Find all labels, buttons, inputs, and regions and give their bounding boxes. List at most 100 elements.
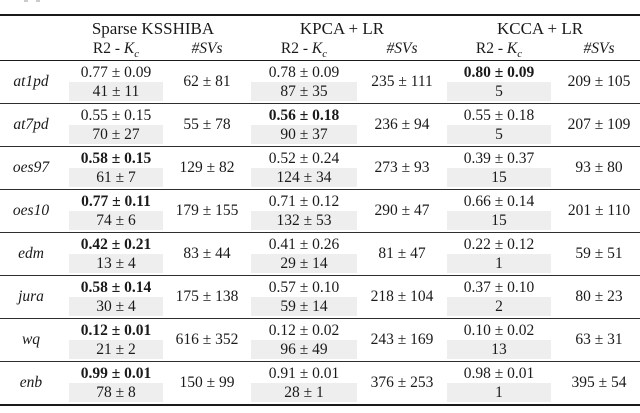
r2-value: 0.42 ± 0.21 [80,236,152,253]
kc-symbol: K [506,39,518,57]
kc-value: 2 [447,297,552,316]
sparse-svs-value: 175 ± 138 [175,288,239,305]
r2-value: 0.99 ± 0.01 [80,364,152,382]
col-header-kpca-r2-kc: R2 - Kc [244,39,364,61]
r2-value: 0.37 ± 0.10 [463,279,535,296]
r2-value: 0.12 ± 0.01 [80,322,152,339]
kpca-svs-value: 81 ± 47 [378,245,426,262]
sparse-r2-kc-cell: 0.42 ± 0.21 13 ± 4 [62,233,170,276]
kcca-svs-value: 395 ± 54 [571,373,627,391]
kc-symbol: K [311,39,323,57]
col-header-kcca-svs: #SVs [558,39,640,61]
r2-value: 0.71 ± 0.12 [268,193,340,210]
sparse-svs-value: 83 ± 44 [183,245,231,262]
kc-value: 29 ± 14 [251,254,357,273]
r2-label: R2 - [92,39,124,57]
kcca-r2-kc-cell: 0.98 ± 0.01 1 [440,362,558,405]
r2-label: R2 - [280,39,312,57]
r2-value: 0.57 ± 0.10 [268,279,340,296]
sparse-svs-value: 62 ± 81 [183,73,231,90]
r2-value: 0.12 ± 0.02 [268,322,340,339]
page-crop-artifact [36,0,40,2]
col-header-sparse-r2-kc: R2 - Kc [62,39,170,61]
kpca-r2-kc-cell: 0.41 ± 0.26 29 ± 14 [244,233,364,276]
kcca-svs-value: 80 ± 23 [575,288,623,305]
kc-symbol: K [123,39,135,57]
dataset-label: wq [21,331,41,348]
r2-label: R2 - [475,39,507,57]
kc-value: 41 ± 11 [69,82,163,101]
dataset-label: at1pd [13,73,49,90]
kpca-r2-kc-cell: 0.91 ± 0.01 28 ± 1 [244,362,364,405]
column-header-row: R2 - Kc #SVs R2 - Kc #SVs R2 - Kc #SVs [0,39,640,61]
sparse-r2-kc-cell: 0.77 ± 0.09 41 ± 11 [62,61,170,104]
kcca-svs-value: 63 ± 31 [575,331,623,348]
group-header-row: Sparse KSSHIBA KPCA + LR KCCA + LR [0,15,640,39]
kpca-r2-kc-cell: 0.71 ± 0.12 132 ± 53 [244,190,364,233]
r2-value: 0.98 ± 0.01 [463,364,535,382]
r2-value: 0.80 ± 0.09 [463,64,535,81]
kc-value: 70 ± 27 [69,125,163,144]
table-row-edm: edm 0.42 ± 0.21 13 ± 4 83 ± 44 0.41 ± 0.… [0,232,640,276]
r2-value: 0.77 ± 0.11 [81,193,151,210]
dataset-label: edm [18,245,44,262]
col-header-sparse-svs: #SVs [170,39,244,61]
corner-empty-cell [0,39,62,61]
kcca-r2-kc-cell: 0.37 ± 0.10 2 [440,276,558,319]
kc-value: 87 ± 35 [251,82,357,101]
kpca-svs-value: 273 ± 93 [374,159,430,176]
dataset-label: oes97 [12,159,50,176]
r2-value: 0.66 ± 0.14 [463,193,535,210]
kc-value: 96 ± 49 [251,340,357,359]
kpca-r2-kc-cell: 0.12 ± 0.02 96 ± 49 [244,319,364,362]
kc-value: 5 [447,125,552,144]
table-row-oes10: oes10 0.77 ± 0.11 74 ± 6 179 ± 155 0.71 … [0,189,640,233]
r2-value: 0.91 ± 0.01 [268,364,340,382]
kc-value: 78 ± 8 [69,382,163,402]
r2-value: 0.39 ± 0.37 [463,150,535,167]
sparse-svs-value: 616 ± 352 [175,331,239,348]
kc-value: 61 ± 7 [69,168,163,187]
col-header-kcca-r2-kc: R2 - Kc [440,39,559,61]
kpca-r2-kc-cell: 0.52 ± 0.24 124 ± 34 [244,147,364,190]
sparse-svs-value: 129 ± 82 [179,159,235,176]
table-row-enb: enb 0.99 ± 0.01 78 ± 8 150 ± 99 0.91 ± 0… [0,361,640,405]
r2-value: 0.52 ± 0.24 [268,150,340,167]
kc-value: 15 [447,211,552,230]
r2-value: 0.56 ± 0.18 [268,107,340,124]
kc-value: 13 ± 4 [69,254,163,273]
kcca-svs-value: 59 ± 51 [575,245,623,262]
kc-subscript: c [134,47,140,60]
sparse-r2-kc-cell: 0.12 ± 0.01 21 ± 2 [62,319,170,362]
table-row-jura: jura 0.58 ± 0.14 30 ± 4 175 ± 138 0.57 ±… [0,275,640,319]
kc-value: 21 ± 2 [69,340,163,359]
kc-value: 28 ± 1 [251,382,357,402]
kc-value: 1 [447,382,552,402]
kpca-svs-value: 290 ± 47 [374,202,430,219]
sparse-r2-kc-cell: 0.77 ± 0.11 74 ± 6 [62,190,170,233]
kcca-r2-kc-cell: 0.22 ± 0.12 1 [440,233,558,276]
kcca-svs-value: 207 ± 109 [567,116,631,133]
kc-value: 124 ± 34 [251,168,357,187]
kpca-svs-value: 236 ± 94 [374,116,430,133]
kpca-r2-kc-cell: 0.57 ± 0.10 59 ± 14 [244,276,364,319]
table-row-at1pd: at1pd 0.77 ± 0.09 41 ± 11 62 ± 81 0.78 ±… [0,61,640,104]
r2-value: 0.10 ± 0.02 [463,322,535,339]
sparse-r2-kc-cell: 0.55 ± 0.15 70 ± 27 [62,104,170,147]
r2-value: 0.55 ± 0.18 [463,107,535,124]
kcca-svs-value: 93 ± 80 [575,159,623,176]
kc-value: 132 ± 53 [251,211,357,230]
kcca-r2-kc-cell: 0.66 ± 0.14 15 [440,190,558,233]
kc-value: 1 [447,254,552,273]
kc-subscript: c [517,47,523,60]
page-crop-artifact [24,0,28,2]
kpca-svs-value: 376 ± 253 [370,373,434,391]
kc-value: 59 ± 14 [251,297,357,316]
sparse-svs-value: 55 ± 78 [183,116,231,133]
table-row-at7pd: at7pd 0.55 ± 0.15 70 ± 27 55 ± 78 0.56 ±… [0,103,640,147]
kcca-r2-kc-cell: 0.39 ± 0.37 15 [440,147,558,190]
group-header-sparse-ksshiba: Sparse KSSHIBA [91,18,215,38]
dataset-label: oes10 [12,202,50,219]
kcca-svs-value: 201 ± 110 [567,202,631,219]
